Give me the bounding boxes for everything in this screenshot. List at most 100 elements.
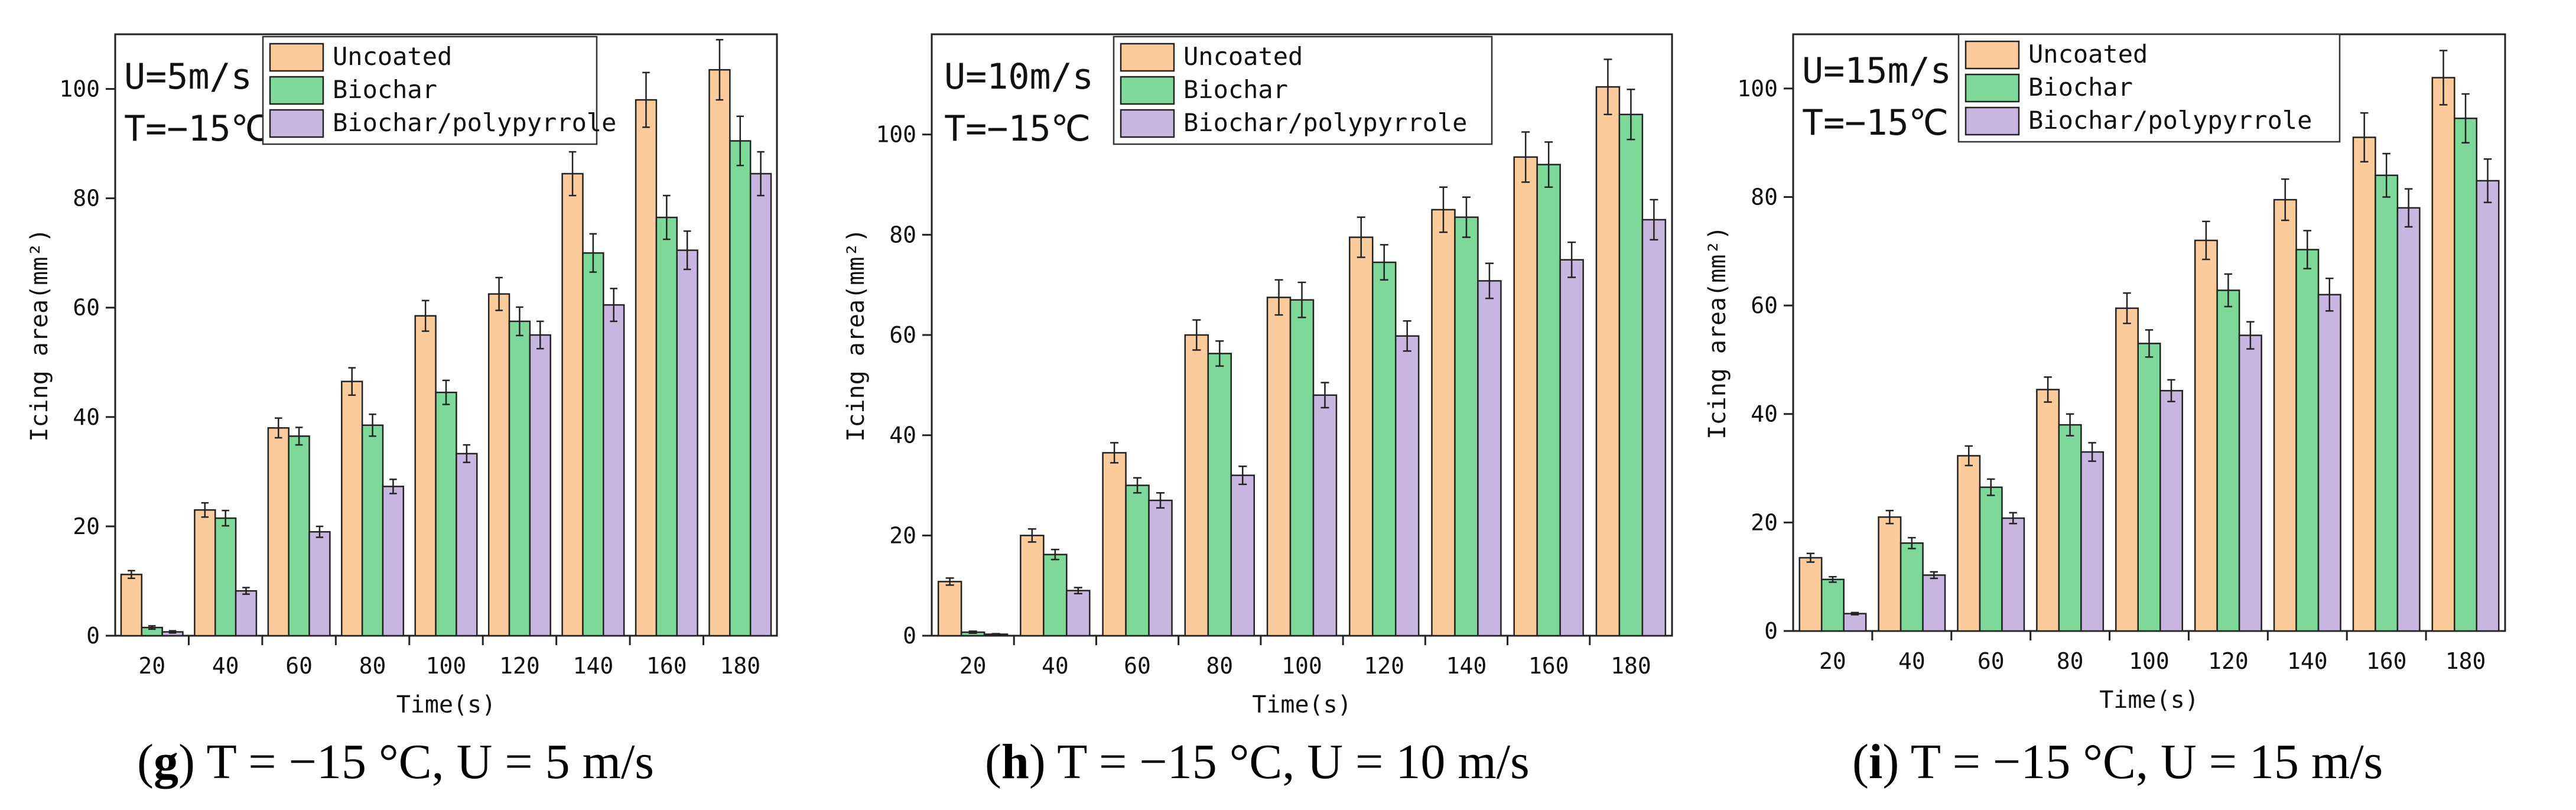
bar (529, 334, 551, 637)
legend-swatch (1964, 106, 2020, 136)
legend: Uncoated Biochar Biochar/polypyrrole (1957, 33, 2341, 143)
caption-letter: h (1001, 734, 1029, 789)
bar (1125, 484, 1150, 637)
bar (2375, 174, 2399, 632)
y-tick-label: 100 (1737, 76, 1778, 102)
legend-label: Biochar/polypyrrole (2028, 106, 2312, 135)
bar (267, 427, 290, 637)
bar (2194, 239, 2218, 632)
condition-annotation: T=−15℃ (124, 108, 271, 149)
bar (382, 486, 405, 637)
x-tick-label: 140 (573, 653, 614, 679)
bar (1266, 297, 1292, 637)
bar (2273, 199, 2297, 632)
bar (2295, 249, 2320, 632)
bar (1922, 574, 1946, 632)
bar (508, 320, 531, 637)
bar (2431, 77, 2455, 632)
bar (2396, 207, 2421, 632)
bar (1043, 554, 1068, 637)
x-axis-title: Time(s) (1252, 691, 1352, 718)
bar (603, 304, 625, 637)
bar (1957, 455, 1981, 632)
x-tick-label: 60 (1977, 648, 2005, 674)
bar (288, 435, 310, 637)
bar (2080, 451, 2105, 632)
y-tick-label: 100 (59, 76, 100, 102)
bar (2476, 180, 2500, 632)
bar (708, 69, 731, 637)
condition-annotation: U=10m/s (944, 56, 1094, 97)
legend-label: Uncoated (333, 42, 452, 71)
bar (2115, 307, 2139, 632)
y-tick-label: 60 (889, 322, 916, 348)
x-tick-label: 120 (2208, 648, 2249, 674)
bar (1878, 516, 1902, 632)
bar (2216, 289, 2240, 632)
condition-annotation: U=5m/s (124, 56, 252, 97)
y-tick-label: 80 (889, 222, 916, 248)
bar (2159, 389, 2183, 632)
bar (1900, 542, 1924, 632)
bar (1595, 86, 1621, 637)
x-tick-label: 80 (359, 653, 386, 679)
x-tick-label: 60 (285, 653, 313, 679)
condition-annotation: T=−15℃ (944, 108, 1091, 149)
legend-swatch (1120, 109, 1175, 138)
y-axis-title: Icing area(mm²) (843, 228, 870, 441)
panel-caption: (i) T = −15 °C, U = 15 m/s (1852, 734, 2383, 789)
chart-panel-g: 0 20 40 60 80 100 20 40 60 80 100 120 140 160 180 Time(… (26, 33, 778, 789)
bar (2454, 118, 2478, 632)
panel-caption: (h) T = −15 °C, U = 10 m/s (985, 734, 1530, 789)
y-axis-title: Icing area(mm²) (26, 228, 53, 441)
bar (456, 453, 478, 637)
y-tick-label: 100 (876, 122, 916, 148)
bar (561, 173, 584, 637)
x-tick-label: 80 (2057, 648, 2084, 674)
bar (582, 252, 604, 637)
bar (2352, 136, 2376, 632)
bar (1394, 335, 1420, 637)
legend-swatch (269, 109, 324, 138)
y-tick-label: 80 (1751, 184, 1778, 210)
bar (1618, 113, 1644, 637)
x-tick-label: 40 (212, 653, 239, 679)
bar (1454, 216, 1479, 637)
x-tick-label: 60 (1124, 653, 1151, 679)
bar (635, 99, 658, 637)
legend-swatch (1964, 73, 2020, 103)
y-tick-label: 0 (86, 623, 100, 649)
bar (937, 581, 962, 637)
bar (414, 315, 437, 637)
caption-open-paren: ( (137, 734, 154, 789)
x-tick-label: 20 (1819, 648, 1846, 674)
bar (1289, 299, 1315, 637)
x-tick-label: 20 (960, 653, 987, 679)
x-tick-label: 160 (2366, 648, 2407, 674)
bar (1230, 474, 1256, 637)
legend-label: Uncoated (2028, 40, 2148, 69)
condition-annotation: T=−15℃ (1802, 102, 1949, 144)
legend-label: Biochar/polypyrrole (1183, 108, 1467, 137)
bar (361, 424, 384, 637)
y-tick-label: 0 (1764, 618, 1778, 644)
x-tick-label: 140 (2287, 648, 2328, 674)
bar (1641, 219, 1667, 637)
chart-panel-h: 0 20 40 60 80 100 20 40 60 80 100 120 140 160 180 Time(… (843, 33, 1673, 789)
y-tick-label: 20 (1751, 509, 1778, 535)
bar (1979, 486, 2003, 632)
bar (487, 293, 510, 637)
legend-label: Biochar (333, 75, 437, 104)
caption-text: ) T = −15 °C, U = 15 m/s (1882, 734, 2383, 789)
x-tick-label: 180 (2445, 648, 2486, 674)
condition-annotation: U=15m/s (1802, 50, 1951, 92)
caption-open-paren: ( (985, 734, 1001, 789)
caption-text: ) T = −15 °C, U = 5 m/s (178, 734, 654, 789)
bar (1477, 280, 1502, 637)
x-tick-label: 80 (1206, 653, 1233, 679)
x-axis-title: Time(s) (2099, 687, 2199, 714)
caption-open-paren: ( (1852, 734, 1869, 789)
bar (1148, 499, 1173, 637)
legend-swatch (269, 76, 324, 105)
